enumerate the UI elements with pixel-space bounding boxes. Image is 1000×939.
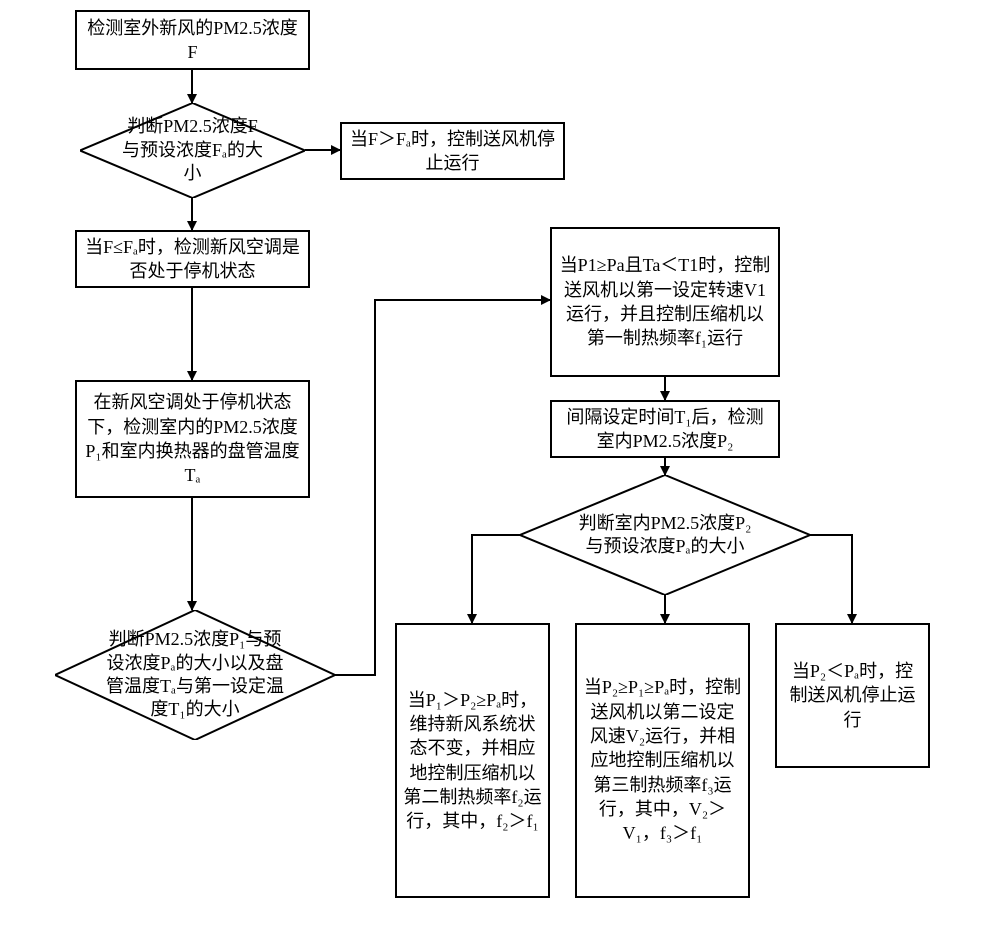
flowchart-edge [810, 535, 852, 623]
flowchart-node-n7: 当P₂≥P₁≥Pₐ时，控制送风机以第二设定风速V₂运行，并相应地控制压缩机以第三… [575, 623, 750, 898]
flowchart-node-n1: 检测室外新风的PM2.5浓度F [75, 10, 310, 70]
flowchart-decision-label: 判断PM2.5浓度F与预设浓度Fₐ的大小 [80, 103, 305, 198]
flowchart-node-n2r: 当F＞Fₐ时，控制送风机停止运行 [340, 122, 565, 180]
flowchart-canvas: 检测室外新风的PM2.5浓度F 判断PM2.5浓度F与预设浓度Fₐ的大小当F＞Fₐ… [0, 0, 1000, 939]
flowchart-node-n8: 当P₂＜Pₐ时，控制送风机停止运行 [775, 623, 930, 768]
flowchart-decision-d3: 判断室内PM2.5浓度P₂与预设浓度Pₐ的大小 [520, 475, 810, 595]
flowchart-decision-d1: 判断PM2.5浓度F与预设浓度Fₐ的大小 [80, 103, 305, 198]
flowchart-decision-label: 判断室内PM2.5浓度P₂与预设浓度Pₐ的大小 [520, 475, 810, 595]
flowchart-edge [335, 300, 550, 675]
flowchart-node-n2: 当F≤Fₐ时，检测新风空调是否处于停机状态 [75, 230, 310, 288]
flowchart-node-n5: 间隔设定时间T₁后，检测室内PM2.5浓度P₂ [550, 400, 780, 458]
flowchart-decision-label: 判断PM2.5浓度P₁与预设浓度Pₐ的大小以及盘管温度Tₐ与第一设定温度T₁的大… [55, 610, 335, 740]
flowchart-node-n6: 当P₁＞P₂≥Pₐ时，维持新风系统状态不变，并相应地控制压缩机以第二制热频率f₂… [395, 623, 550, 898]
flowchart-node-n3: 在新风空调处于停机状态下，检测室内的PM2.5浓度P₁和室内换热器的盘管温度Tₐ [75, 380, 310, 498]
flowchart-node-n4: 当P1≥Pa且Ta＜T1时，控制送风机以第一设定转速V1运行，并且控制压缩机以第… [550, 227, 780, 377]
flowchart-decision-d2: 判断PM2.5浓度P₁与预设浓度Pₐ的大小以及盘管温度Tₐ与第一设定温度T₁的大… [55, 610, 335, 740]
flowchart-edge [472, 535, 520, 623]
